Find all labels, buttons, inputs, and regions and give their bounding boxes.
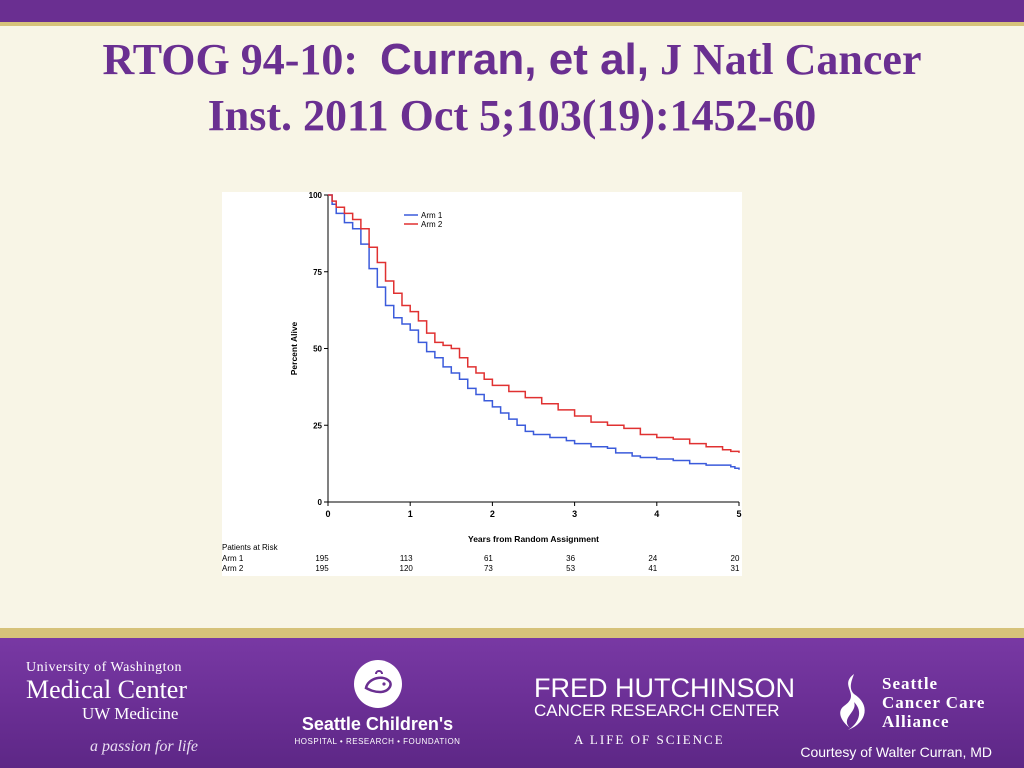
risk-cell: 195 [315,554,329,563]
fh-tagline: A LIFE OF SCIENCE [574,732,725,747]
risk-table-title: Patients at Risk [222,543,279,552]
top-bar [0,0,1024,22]
x-axis-label: Years from Random Assignment [468,534,599,544]
title-line-1: RTOG 94-10: Curran, et al, J Natl Cancer [0,32,1024,88]
y-tick-label: 25 [313,421,322,430]
series-line-arm-2 [328,194,740,453]
legend-label-arm-2: Arm 2 [421,220,443,229]
y-axis-label: Percent Alive [289,321,299,375]
series-line-arm-1 [328,194,740,470]
x-tick-label: 1 [408,509,413,519]
x-tick-label: 2 [490,509,495,519]
fh-line-1: FRED HUTCHINSON [534,673,795,703]
x-tick-label: 4 [654,509,659,519]
footer-accent-line [0,628,1024,638]
title-journal: J Natl Cancer [660,35,922,84]
fh-line-2: CANCER RESEARCH CENTER [534,701,780,720]
risk-cell: 73 [484,564,493,573]
scca-flame-icon [840,674,865,730]
risk-cell: 113 [400,554,413,563]
y-tick-label: 0 [318,498,323,507]
survival-chart-svg: 0 25 50 75 100 0 1 2 3 4 5 Years from Random Assign… [222,192,742,573]
seattle-childrens-logo: Seattle Children's HOSPITAL • RESEARCH •… [290,660,465,746]
scca-line-1: Seattle [882,674,939,693]
uw-medicine-logo: University of Washington Medical Center … [26,660,198,756]
uw-tagline: a passion for life [90,738,199,755]
survival-chart: 0 25 50 75 100 0 1 2 3 4 5 Years from Random Assign… [222,192,742,576]
risk-cell: 120 [400,564,414,573]
seattle-childrens-name: Seattle Children's [301,714,454,734]
title-study: RTOG 94-10: [102,35,359,84]
x-tick-label: 3 [572,509,577,519]
scca-line-2: Cancer Care [882,693,986,712]
x-tick-label: 5 [736,509,741,519]
risk-cell: 31 [731,564,740,573]
risk-cell: 53 [566,564,575,573]
seattle-childrens-whale-icon [353,660,402,708]
risk-cell: 61 [484,554,493,563]
y-tick-label: 75 [313,268,322,277]
uw-line-3: UW Medicine [82,704,179,723]
risk-cell: 20 [731,554,740,563]
scca-line-3: Alliance [882,712,950,731]
scca-name: Seattle Cancer Care Alliance [882,674,985,731]
risk-row-label: Arm 1 [222,554,244,563]
seattle-childrens-subtitle: HOSPITAL • RESEARCH • FOUNDATION [294,737,461,746]
courtesy-credit: Courtesy of Walter Curran, MD [800,744,992,760]
uw-line-1: University of Washington [26,660,183,675]
risk-row-label: Arm 2 [222,564,244,573]
fred-hutchinson-logo: FRED HUTCHINSON CANCER RESEARCH CENTER A… [534,674,795,748]
slide-title: RTOG 94-10: Curran, et al, J Natl Cancer… [0,32,1024,144]
y-tick-label: 50 [313,345,322,354]
y-tick-label: 100 [309,192,323,200]
risk-cell: 41 [648,564,657,573]
title-line-2: Inst. 2011 Oct 5;103(19):1452-60 [207,91,817,140]
risk-cell: 36 [566,554,575,563]
legend-label-arm-1: Arm 1 [421,211,443,220]
title-authors: Curran, et al, [380,35,649,84]
risk-cell: 24 [648,554,657,563]
top-accent-line [0,22,1024,26]
x-tick-label: 0 [325,509,330,519]
uw-line-2: Medical Center [26,675,187,704]
risk-cell: 195 [315,564,329,573]
